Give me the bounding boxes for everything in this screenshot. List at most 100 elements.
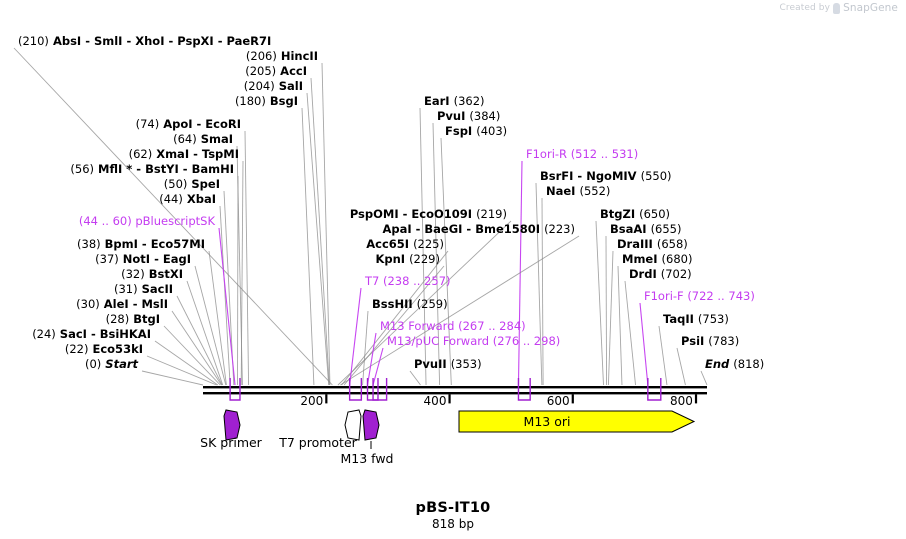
leader-line-mmeI (617, 265, 623, 386)
map-label-absI-group[interactable]: (210) AbsI - SmlI - XhoI - PspXI - PaeR7… (18, 34, 272, 48)
feature-label-m13-ori: M13 ori (523, 414, 571, 429)
map-label-pbluescriptsk[interactable]: (44 .. 60) pBluescriptSK (78, 214, 215, 228)
axis-tick-600 (571, 394, 574, 404)
map-label-psiI[interactable]: PsiI (783) (681, 334, 740, 348)
leader-line-naeI (541, 197, 544, 386)
leader-line-taqII (658, 325, 668, 386)
map-label-f1ori-f[interactable]: F1ori-F (722 .. 743) (644, 289, 755, 303)
snapgene-watermark: Created by SnapGene (780, 2, 898, 14)
map-label-bsaAI[interactable]: BsaAI (655) (610, 222, 682, 236)
map-label-notI-eagI[interactable]: (37) NotI - EagI (95, 252, 191, 266)
m13-puc-range (372, 378, 388, 401)
leader-line-xmaI-tspMI (240, 160, 244, 386)
map-label-naeI[interactable]: NaeI (552) (546, 184, 611, 198)
map-label-end[interactable]: End (818) (705, 357, 765, 371)
feature-arrow-sk-primer[interactable] (223, 409, 241, 441)
axis-tick-label-800: 800 (670, 394, 693, 408)
leader-line-drdI (624, 280, 636, 386)
map-label-mmeI[interactable]: MmeI (680) (622, 252, 693, 266)
feature-caption-m13-fwd: M13 fwd (340, 451, 394, 466)
map-label-btgI[interactable]: (28) BtgI (105, 312, 160, 326)
map-label-kpnI[interactable]: KpnI (229) (375, 252, 440, 266)
map-label-m13-puc-forward[interactable]: M13/pUC Forward (276 .. 298) (387, 334, 561, 348)
f1ori-f-range (647, 378, 662, 401)
axis-tick-label-600: 600 (546, 394, 570, 408)
axis-tick-400 (448, 394, 451, 404)
pbluescriptsk-range (229, 378, 241, 401)
leader-line-bpmI-eco57MI (208, 250, 227, 386)
map-label-pvuI[interactable]: PvuI (384) (437, 109, 501, 123)
page-title: pBS-IT10 (415, 500, 491, 516)
leader-line-earI (419, 107, 427, 386)
map-label-f1ori-r[interactable]: F1ori-R (512 .. 531) (526, 147, 639, 161)
feature-arrow-t7-promoter[interactable] (344, 409, 362, 441)
leader-line-apoI-ecoRI (244, 130, 250, 386)
map-label-bssHII[interactable]: BssHII (259) (372, 297, 448, 311)
leader-line-pbluescriptsk (218, 227, 236, 386)
map-label-xbaI[interactable]: (44) XbaI (159, 192, 216, 206)
map-label-apaI-group[interactable]: ApaI - BaeGI - Bme1580I (223) (382, 222, 575, 236)
feature-caption-t7-promoter: T7 promoter (279, 435, 357, 450)
leader-line-kpnI (343, 265, 445, 386)
map-label-sacII[interactable]: (31) SacII (113, 282, 173, 296)
leader-line-draIII (607, 250, 614, 386)
map-label-t7[interactable]: T7 (238 .. 257) (365, 274, 451, 288)
leader-line-pvuII (409, 370, 421, 386)
map-label-pvuII[interactable]: PvuII (353) (414, 357, 482, 371)
map-label-bsrFI-ngoMIV[interactable]: BsrFI - NgoMIV (550) (540, 169, 672, 183)
map-label-sacI-bsiHKAI[interactable]: (24) SacI - BsiHKAI (32, 327, 151, 341)
map-label-bstXI[interactable]: (32) BstXI (121, 267, 183, 281)
leader-line-xbaI (219, 205, 231, 386)
map-label-smaI[interactable]: (64) SmaI (173, 132, 233, 146)
map-label-accI[interactable]: (205) AccI (245, 64, 307, 78)
leader-line-acc65I (341, 250, 449, 386)
leader-line-bsrFI-ngoMIV (535, 182, 543, 386)
feature-arrow-m13-fwd[interactable] (362, 409, 380, 441)
leader-line-psiI (676, 347, 686, 386)
sequence-bar-strand-top (203, 386, 707, 389)
leader-line-t7 (349, 287, 362, 386)
axis-tick-label-400: 400 (423, 394, 447, 408)
map-label-btgZI[interactable]: BtgZI (650) (600, 207, 671, 221)
leader-line-bsaAI (605, 235, 608, 386)
leader-line-m13-forward (366, 332, 377, 386)
map-label-acc65I[interactable]: Acc65I (225) (366, 237, 444, 251)
map-label-fspI[interactable]: FspI (403) (445, 124, 508, 138)
map-label-pspOMI-ecoO109I[interactable]: PspOMI - EcoO109I (219) (349, 207, 507, 221)
map-label-taqII[interactable]: TaqII (753) (663, 312, 729, 326)
map-label-start[interactable]: (0) Start (84, 357, 138, 371)
leader-line-btgZI (595, 220, 604, 386)
leader-line-eco53kI (146, 355, 217, 386)
map-label-drdI[interactable]: DrdI (702) (629, 267, 692, 281)
map-label-m13-forward[interactable]: M13 Forward (267 .. 284) (380, 319, 526, 333)
map-label-aleI-mslI[interactable]: (30) AleI - MslI (76, 297, 168, 311)
map-label-salI[interactable]: (204) SalI (243, 79, 303, 93)
map-label-hincII[interactable]: (206) HincII (245, 49, 318, 63)
map-label-xmaI-tspMI[interactable]: (62) XmaI - TspMI (128, 147, 239, 161)
leader-line-sacI-bsiHKAI (154, 340, 219, 386)
map-label-speI[interactable]: (50) SpeI (163, 177, 220, 191)
leader-line-pvuI (432, 122, 441, 386)
leader-line-salI (306, 92, 330, 386)
map-label-eco53kI[interactable]: (22) Eco53kI (64, 342, 143, 356)
map-label-mflI-group[interactable]: (56) MflI * - BstYI - BamHI (70, 162, 234, 176)
sequence-bar-strand-bottom (203, 392, 707, 395)
watermark-brand: SnapGene (843, 2, 898, 14)
leader-line-bssHII (362, 310, 369, 386)
leader-line-sacII (176, 295, 223, 386)
leader-line-accI (310, 77, 330, 386)
leader-line-f1ori-f (639, 302, 649, 386)
map-label-draIII[interactable]: DraIII (658) (617, 237, 688, 251)
t7-range (348, 378, 363, 401)
map-label-earI[interactable]: EarI (362) (424, 94, 485, 108)
map-label-bpmI-eco57MI[interactable]: (38) BpmI - Eco57MI (77, 237, 205, 251)
snapgene-logo-icon (833, 2, 841, 14)
watermark-prefix: Created by (779, 3, 831, 13)
f1ori-r-range (517, 378, 531, 401)
map-label-apoI-ecoRI[interactable]: (74) ApoI - EcoRI (135, 117, 241, 131)
feature-arrow-m13-ori[interactable] (458, 410, 696, 433)
map-label-bsgI[interactable]: (180) BsgI (234, 94, 298, 108)
leader-line-bstXI (186, 280, 224, 386)
